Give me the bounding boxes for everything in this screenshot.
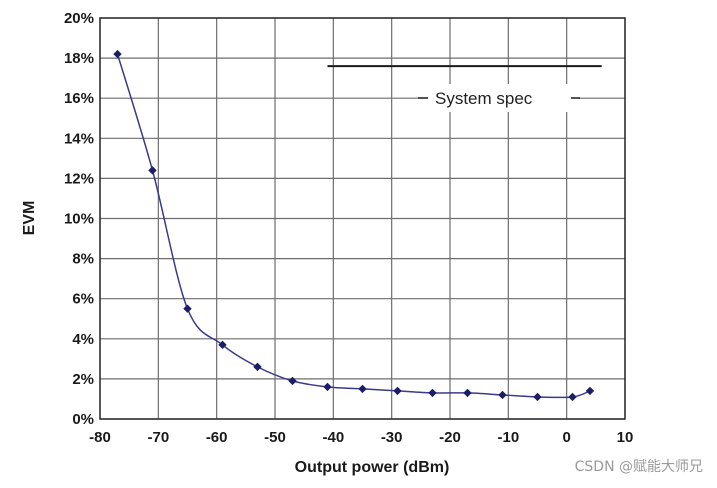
evm-series-points xyxy=(113,49,595,402)
data-point xyxy=(253,362,262,372)
data-point xyxy=(463,388,472,398)
y-tick-label: 12% xyxy=(64,170,94,187)
y-axis-title: EVM xyxy=(21,201,38,236)
system-spec-label: System spec xyxy=(435,89,533,108)
plot-frame xyxy=(99,17,626,420)
data-point xyxy=(568,392,577,402)
legend-label-bg xyxy=(418,84,578,112)
data-point xyxy=(428,388,437,398)
x-tick-label: -80 xyxy=(89,429,111,446)
x-tick-label: -20 xyxy=(439,429,461,446)
y-tick-label: 18% xyxy=(64,50,94,67)
y-tick-label: 14% xyxy=(64,130,94,147)
data-point xyxy=(113,49,122,59)
x-tick-label: -30 xyxy=(381,429,403,446)
x-tick-label: -40 xyxy=(322,429,344,446)
data-point xyxy=(498,390,507,400)
y-tick-label: 10% xyxy=(64,211,94,228)
y-tick-label: 8% xyxy=(72,251,94,268)
x-tick-label: 10 xyxy=(617,429,634,446)
x-tick-label: -10 xyxy=(497,429,519,446)
watermark: CSDN @赋能大师兄 xyxy=(574,459,703,475)
x-tick-label: -50 xyxy=(264,429,286,446)
data-point xyxy=(183,304,192,313)
y-tick-label: 16% xyxy=(64,90,94,107)
system-spec-reference: System spec xyxy=(327,65,602,112)
data-point xyxy=(393,386,402,396)
evm-series-line xyxy=(116,53,591,399)
x-tick-label: -60 xyxy=(206,429,228,446)
data-point xyxy=(323,382,332,392)
y-tick-label: 0% xyxy=(72,411,94,428)
y-axis-ticks: 0% 2% 4% 6% 8% 10% 12% 14% 16% 18% 20% xyxy=(64,10,94,428)
x-axis-title: Output power (dBm) xyxy=(295,459,450,476)
data-point xyxy=(358,384,367,394)
data-point xyxy=(218,340,227,350)
data-point xyxy=(585,386,595,396)
data-point xyxy=(148,166,157,175)
x-tick-label: 0 xyxy=(562,429,570,446)
y-tick-label: 2% xyxy=(72,371,94,388)
y-tick-label: 20% xyxy=(64,10,94,27)
data-point xyxy=(533,392,542,402)
data-point xyxy=(288,376,297,386)
x-axis-ticks: -80 -70 -60 -50 -40 -30 -20 -10 0 10 xyxy=(89,429,633,446)
x-tick-label: -70 xyxy=(147,429,169,446)
y-tick-label: 4% xyxy=(72,331,94,348)
y-tick-label: 6% xyxy=(72,291,94,308)
